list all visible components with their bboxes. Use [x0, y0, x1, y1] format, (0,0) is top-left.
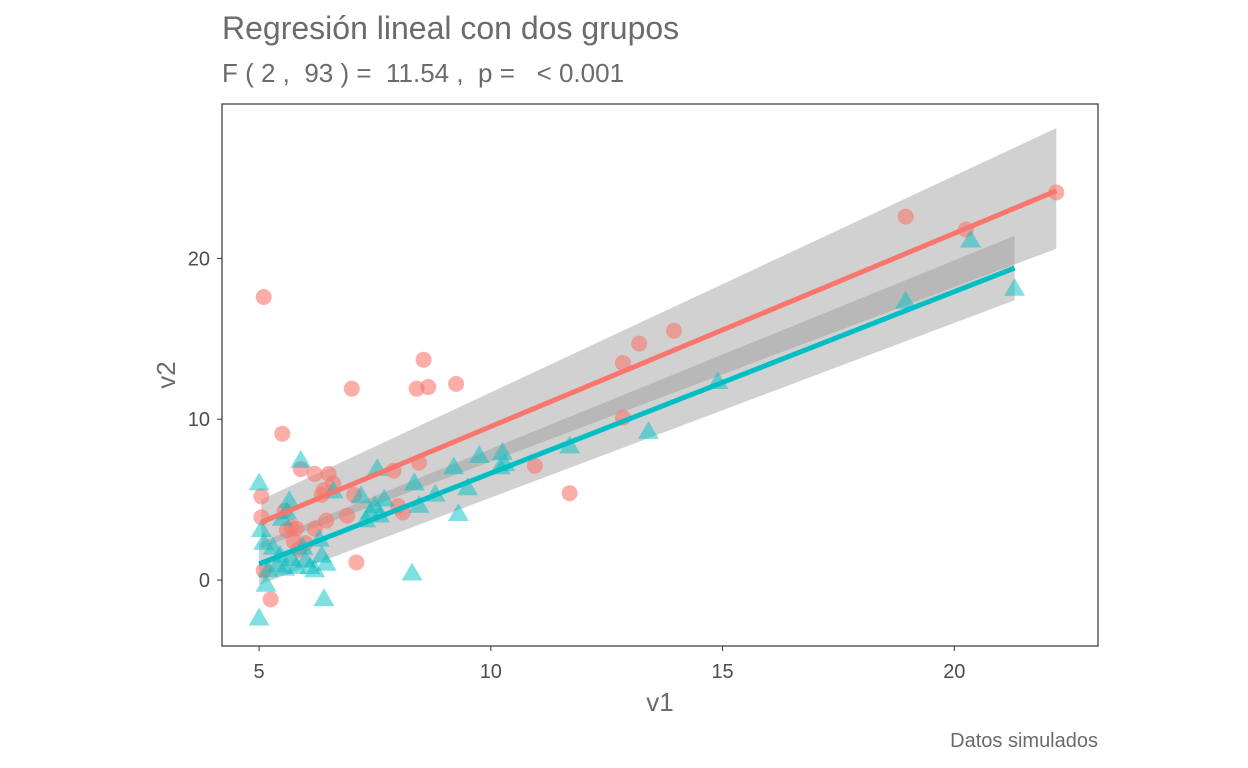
data-point-triangle — [248, 607, 270, 626]
data-point-circle — [262, 591, 279, 608]
x-axis-label: v1 — [646, 687, 673, 717]
data-point-circle — [897, 208, 914, 225]
x-axis-ticks: 5 10 15 20 — [254, 646, 965, 683]
data-point-circle — [348, 554, 365, 571]
data-point-triangle — [255, 573, 277, 592]
x-tick-label: 5 — [254, 661, 265, 683]
data-point-triangle — [285, 556, 307, 575]
y-axis-ticks: 0 10 20 — [188, 248, 222, 592]
data-point-circle — [631, 335, 648, 352]
y-tick-label: 20 — [188, 248, 210, 270]
x-tick-label: 20 — [943, 661, 965, 683]
regression-lines — [258, 188, 1058, 567]
y-axis-label: v2 — [151, 361, 181, 388]
y-tick-label: 10 — [188, 409, 210, 431]
data-point-circle — [318, 512, 335, 529]
chart-title: Regresión lineal con dos grupos — [222, 10, 680, 46]
data-point-triangle — [248, 472, 270, 491]
data-point-triangle — [960, 229, 981, 248]
data-point-circle — [255, 288, 272, 305]
data-point-triangle — [373, 488, 395, 507]
chart-subtitle: F ( 2 , 93 ) = 11.54 , p = < 0.001 — [222, 58, 625, 88]
data-point-triangle — [491, 442, 513, 460]
y-tick-label: 0 — [199, 570, 210, 592]
data-point-circle — [253, 488, 270, 505]
x-tick-label: 10 — [480, 661, 502, 683]
data-point-triangle — [401, 562, 423, 581]
data-point-triangle — [637, 421, 659, 439]
chart-caption: Datos simulados — [950, 730, 1098, 752]
data-point-circle — [561, 485, 578, 502]
data-point-circle — [339, 507, 356, 524]
data-point-triangle — [304, 559, 326, 578]
data-point-triangle — [443, 456, 465, 475]
data-point-triangle — [468, 445, 490, 464]
data-point-triangle — [250, 519, 272, 538]
data-point-triangle — [278, 490, 300, 509]
data-point-triangle — [403, 472, 425, 491]
data-point-triangle — [457, 477, 479, 496]
data-point-circle — [614, 354, 631, 371]
data-point-circle — [415, 351, 432, 368]
data-point-triangle — [350, 485, 372, 504]
data-point-circle — [274, 425, 291, 442]
data-point-triangle — [290, 450, 312, 468]
confidence-bands — [259, 128, 1057, 585]
data-point-circle — [448, 375, 465, 392]
data-point-circle — [665, 322, 682, 339]
data-point-triangle — [895, 290, 917, 309]
data-point-circle — [343, 380, 360, 397]
data-point-triangle — [315, 552, 337, 571]
x-tick-label: 15 — [711, 661, 733, 683]
data-point-circle — [288, 520, 305, 537]
regression-line-2 — [258, 265, 1016, 567]
data-point-circle — [526, 457, 543, 474]
data-point-circle — [306, 465, 323, 482]
data-point-triangle — [257, 559, 279, 578]
plot-panel-border — [221, 103, 1099, 647]
data-point-triangle — [447, 503, 469, 521]
confidence-band-1 — [261, 128, 1057, 548]
data-point-triangle — [313, 588, 335, 607]
data-point-circle — [420, 379, 437, 396]
confidence-band-2 — [259, 235, 1015, 585]
regression-line-1 — [260, 188, 1058, 525]
data-point-triangle — [1004, 277, 1026, 296]
